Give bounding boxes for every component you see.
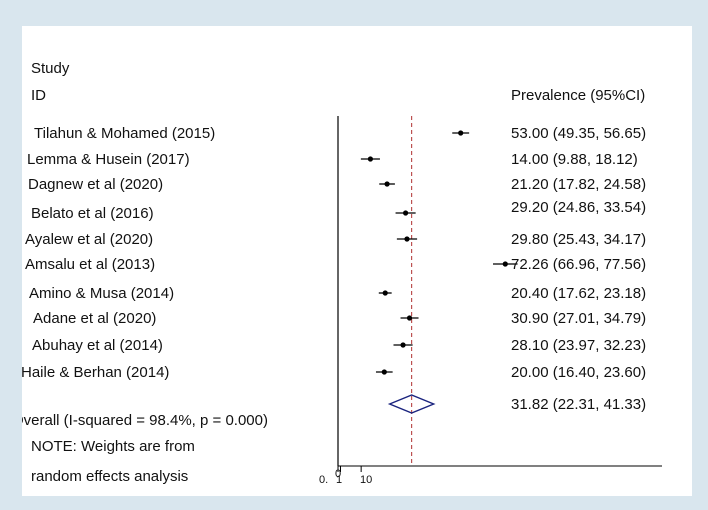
estimate-text: 29.20 (24.86, 33.54): [511, 199, 646, 216]
estimate-text: 72.26 (66.96, 77.56): [511, 256, 646, 273]
study-label: Lemma & Husein (2017): [27, 151, 190, 168]
point-estimate: [402, 210, 409, 216]
point-estimate: [367, 156, 374, 162]
point-estimate: [406, 315, 413, 321]
x-tick-label: 0: [335, 468, 341, 480]
study-label: Haile & Berhan (2014): [22, 364, 169, 381]
header-study: Study: [31, 60, 70, 77]
estimate-text: 28.10 (23.97, 32.23): [511, 337, 646, 354]
estimate-text: 14.00 (9.88, 18.12): [511, 151, 638, 168]
forest-plot: Study ID Prevalence (95%CI) 0. 0 1 10 Tilahun &…: [22, 26, 692, 496]
forest-plot-svg: Study ID Prevalence (95%CI) 0. 01 10 Tilahun &…: [22, 60, 662, 486]
header-id: ID: [31, 87, 46, 104]
estimate-text: 21.20 (17.82, 24.58): [511, 176, 646, 193]
estimate-text: 53.00 (49.35, 56.65): [511, 125, 646, 142]
estimate-text: 20.40 (17.62, 23.18): [511, 285, 646, 302]
estimate-text: 20.00 (16.40, 23.60): [511, 364, 646, 381]
point-estimate: [381, 369, 387, 375]
note-line-1: NOTE: Weights are from: [31, 438, 195, 455]
point-estimate: [384, 181, 390, 187]
study-label: Ayalew et al (2020): [25, 231, 153, 248]
point-estimate: [400, 342, 406, 348]
study-label: Tilahun & Mohamed (2015): [34, 125, 215, 142]
study-label: Amino & Musa (2014): [29, 285, 174, 302]
estimate-text: 29.80 (25.43, 34.17): [511, 231, 646, 248]
point-estimate: [404, 236, 410, 242]
overall-diamond: [387, 394, 436, 414]
x-tick-label: 10: [360, 474, 372, 486]
estimate-text: 30.90 (27.01, 34.79): [511, 310, 646, 327]
note-line-2: random effects analysis: [31, 468, 188, 485]
point-estimate: [382, 290, 388, 296]
overall-label: Overall (I-squared = 98.4%, p = 0.000): [22, 412, 268, 429]
study-label: Adane et al (2020): [33, 310, 156, 327]
study-label: Abuhay et al (2014): [32, 337, 163, 354]
overall-estimate-text: 31.82 (22.31, 41.33): [511, 396, 646, 413]
study-label: Dagnew et al (2020): [28, 176, 163, 193]
x-tick-label: 1: [336, 474, 342, 486]
study-label: Belato et al (2016): [31, 205, 154, 222]
study-label: Amsalu et al (2013): [25, 256, 155, 273]
x-tick-label: 0.: [319, 474, 328, 486]
header-estimate: Prevalence (95%CI): [511, 87, 645, 104]
point-estimate: [502, 261, 508, 267]
point-estimate: [458, 130, 464, 136]
